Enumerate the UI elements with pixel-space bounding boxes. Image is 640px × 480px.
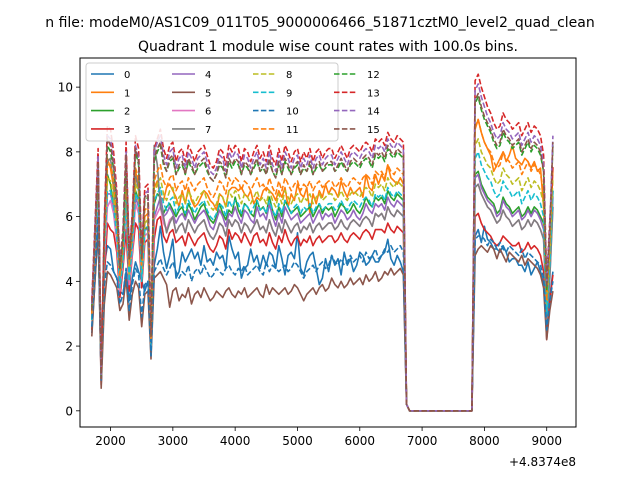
x-tick-label-6000: 6000 <box>345 434 376 448</box>
legend-label-4: 4 <box>205 70 211 81</box>
y-tick-label-6: 6 <box>65 210 73 224</box>
x-tick-label-4000: 4000 <box>220 434 251 448</box>
legend-label-2: 2 <box>124 107 130 118</box>
legend-label-15: 15 <box>367 125 380 136</box>
series-line-9 <box>91 151 554 412</box>
series-line-14 <box>91 83 554 412</box>
series-line-15 <box>91 92 554 412</box>
legend-label-0: 0 <box>124 70 130 81</box>
x-tick-label-9000: 9000 <box>531 434 562 448</box>
x-tick-label-3000: 3000 <box>158 434 189 448</box>
legend-label-7: 7 <box>205 125 211 136</box>
legend-label-13: 13 <box>367 88 380 99</box>
y-tick-label-10: 10 <box>58 81 73 95</box>
series-line-7 <box>91 144 554 412</box>
suptitle: n file: modeM0/AS1C09_011T05_9000006466_… <box>45 15 594 31</box>
series-line-3 <box>91 209 554 412</box>
x-tick-label-2000: 2000 <box>95 434 126 448</box>
x-tick-label-5000: 5000 <box>282 434 313 448</box>
legend-label-14: 14 <box>367 107 380 118</box>
x-tick-label-7000: 7000 <box>407 434 438 448</box>
chart-title: Quadrant 1 module wise count rates with … <box>138 39 518 55</box>
x-offset-label: +4.8374e8 <box>509 455 576 469</box>
ticks: 2000 3000 4000 5000 6000 7000 8000 9000 0 2 4 6 8 10 <box>58 81 562 448</box>
series-line-12 <box>91 96 554 412</box>
series-line-4 <box>91 173 554 412</box>
x-tick-label-8000: 8000 <box>469 434 500 448</box>
y-tick-label-0: 0 <box>65 404 73 418</box>
series-line-11 <box>91 118 554 412</box>
legend-label-6: 6 <box>205 107 211 118</box>
series-line-13 <box>91 73 554 412</box>
legend-label-5: 5 <box>205 88 211 99</box>
legend-label-3: 3 <box>124 125 130 136</box>
series-line-5 <box>91 225 554 412</box>
legend-label-8: 8 <box>286 70 292 81</box>
y-tick-label-2: 2 <box>65 340 73 354</box>
series-line-2 <box>91 170 554 412</box>
series-line-0 <box>91 225 554 412</box>
y-tick-label-4: 4 <box>65 275 73 289</box>
legend-label-9: 9 <box>286 88 292 99</box>
legend-box <box>85 62 339 142</box>
axes-frame <box>79 57 577 428</box>
legend-label-11: 11 <box>286 125 299 136</box>
series-line-10 <box>91 215 554 412</box>
legend-label-12: 12 <box>367 70 380 81</box>
legend-label-10: 10 <box>286 107 299 118</box>
plot-area <box>91 73 554 412</box>
legend-label-1: 1 <box>124 88 130 99</box>
y-tick-label-8: 8 <box>65 145 73 159</box>
